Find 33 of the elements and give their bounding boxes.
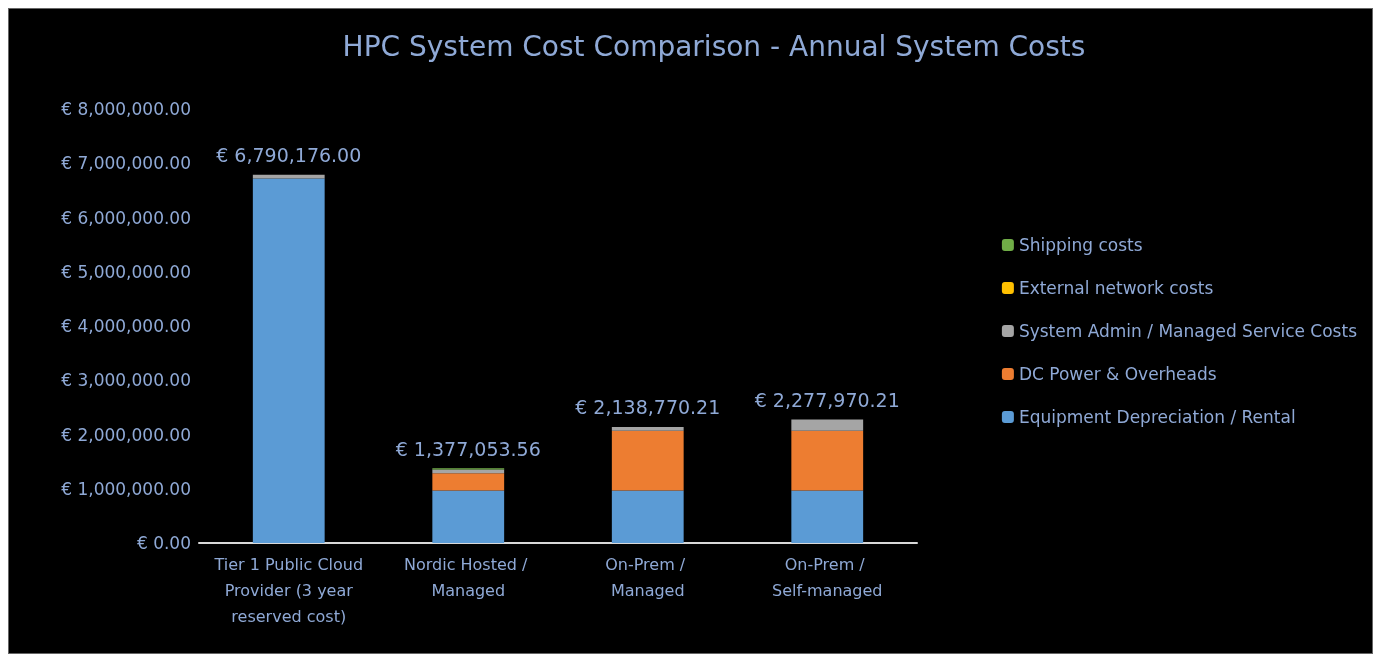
legend-label: System Admin / Managed Service Costs — [1018, 321, 1358, 341]
total-label: € 6,790,176.00 — [216, 144, 362, 167]
legend-label: Shipping costs — [1018, 235, 1143, 255]
y-tick-label: € 4,000,000.00 — [61, 316, 191, 336]
x-tick-label: On-Prem / Managed — [605, 554, 691, 600]
legend-label: Equipment Depreciation / Rental — [1018, 407, 1296, 427]
y-tick-label: € 7,000,000.00 — [61, 153, 191, 174]
y-tick-label: € 3,000,000.00 — [61, 370, 191, 391]
x-tick-label: Nordic Hosted / Managed — [403, 554, 533, 600]
bar — [791, 430, 864, 491]
y-tick-label: € 5,000,000.00 — [61, 261, 191, 282]
x-tick-label: On-Prem / Self-managed — [772, 554, 883, 600]
bar — [432, 473, 505, 491]
legend-label: DC Power & Overheads — [1018, 364, 1217, 384]
x-tick-label: Tier 1 Public Cloud Provider (3 year reserved cost) — [213, 554, 364, 626]
bar — [252, 178, 325, 543]
bar — [791, 490, 864, 543]
total-label: € 2,138,770.21 — [575, 396, 721, 419]
bar — [611, 426, 684, 431]
legend-label: External network costs — [1018, 278, 1214, 298]
chart-title: HPC System Cost Comparison - Annual System Costs — [342, 29, 1086, 63]
bar — [432, 490, 505, 543]
y-tick-label: € 1,000,000.00 — [61, 478, 191, 499]
bar — [432, 469, 505, 474]
bar — [611, 490, 684, 543]
y-tick-label: € 0.00 — [136, 533, 191, 553]
total-label: € 2,277,970.21 — [754, 388, 900, 411]
y-tick-label: € 6,000,000.00 — [61, 207, 191, 228]
bar — [791, 419, 864, 431]
total-label: € 1,377,053.56 — [395, 437, 541, 460]
bar — [611, 430, 684, 491]
y-tick-label: € 8,000,000.00 — [61, 99, 191, 119]
y-tick-label: € 2,000,000.00 — [61, 424, 191, 445]
